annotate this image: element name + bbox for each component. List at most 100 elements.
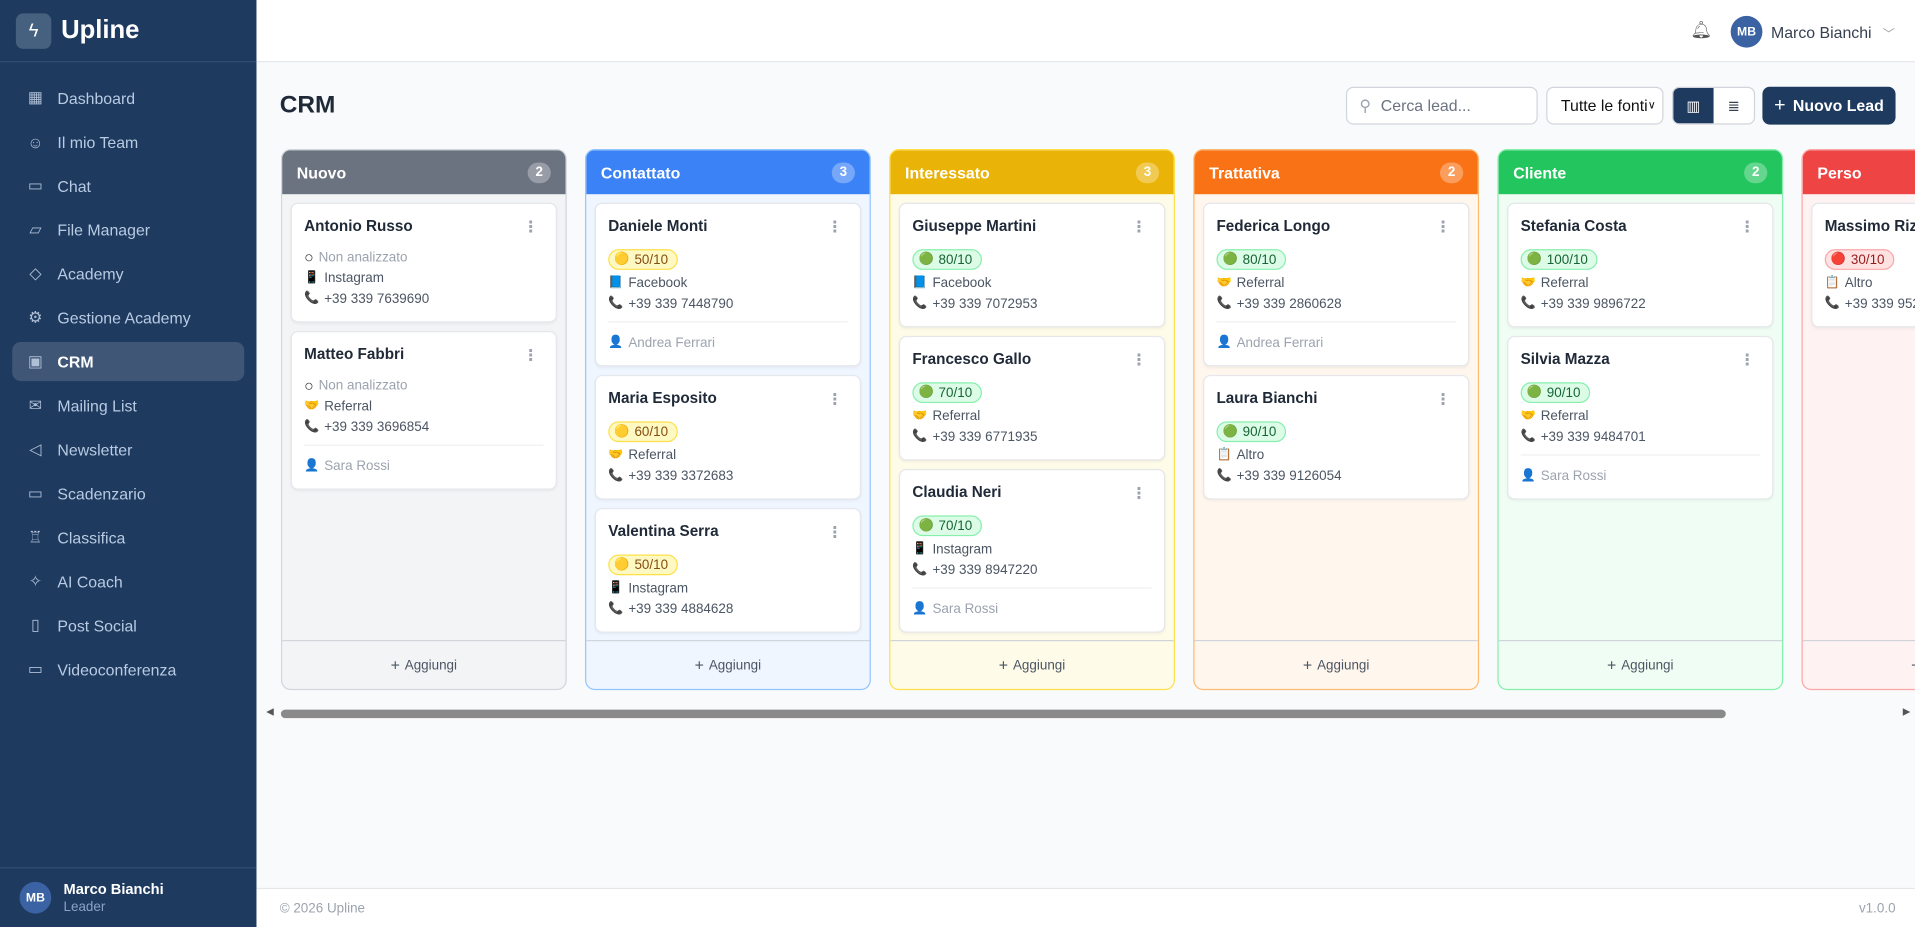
sidebar-item-label: Post Social (57, 616, 137, 635)
more-vertical-icon[interactable]: ⋮ (826, 389, 843, 408)
more-vertical-icon[interactable]: ⋮ (1435, 389, 1451, 408)
sidebar-item-post-social[interactable]: ▯ Post Social (12, 606, 244, 645)
more-vertical-icon[interactable]: ⋮ (826, 522, 843, 542)
phone-text: +39 339 7448790 (628, 296, 734, 311)
phone-text: +39 339 2860628 (1236, 296, 1342, 311)
more-vertical-icon[interactable]: ⋮ (1739, 217, 1756, 236)
source-filter-select[interactable]: Tutte le fonti ∨ (1546, 86, 1664, 125)
lead-phone: 📞 +39 339 9896722 (1521, 293, 1760, 314)
horizontal-scrollbar[interactable]: ◀ ▶ (264, 706, 1915, 721)
phone-icon: 📞 (608, 296, 624, 311)
lead-phone: 📞 +39 339 4884628 (608, 598, 847, 619)
sidebar-item-videoconferenza[interactable]: ▭ Videoconferenza (12, 650, 244, 689)
lead-card[interactable]: Maria Esposito ⋮ 🟡 60/10 🤝 Referral 📞 +39 3… (594, 374, 862, 500)
sidebar-item-academy[interactable]: ◇ Academy (12, 254, 244, 293)
more-vertical-icon[interactable]: ⋮ (1130, 350, 1147, 369)
more-vertical-icon[interactable]: ⋮ (522, 345, 539, 364)
lead-phone: 📞 +39 339 6771935 (912, 426, 1151, 447)
lead-card[interactable]: Daniele Monti ⋮ 🟡 50/10 📘 Facebook 📞 +39 33… (594, 202, 862, 367)
add-label: Aggiungi (708, 657, 762, 673)
add-lead-button[interactable]: +Aggiungi (586, 639, 870, 689)
sidebar-item-mailing-list[interactable]: ✉ Mailing List (12, 386, 244, 425)
green-circle-icon: 🟢 (1222, 425, 1238, 439)
lead-phone: 📞 +39 339 7639690 (304, 288, 543, 309)
lead-name: Stefania Costa (1520, 217, 1627, 235)
source-text: Referral (628, 447, 677, 463)
user-role: Leader (63, 900, 106, 915)
instagram-icon: 📱 (608, 581, 624, 595)
lead-card[interactable]: Federica Longo ⋮ 🟢 80/10 🤝 Referral 📞 +39 3… (1203, 202, 1470, 367)
sidebar-item-dashboard[interactable]: ▦ Dashboard (12, 78, 244, 117)
sidebar-item-crm[interactable]: ▣ CRM (12, 341, 245, 382)
lead-name: Maria Esposito (608, 389, 717, 407)
sidebar-item-newsletter[interactable]: ◁ Newsletter (12, 430, 244, 469)
sidebar-item-il-mio-team[interactable]: ☺ Il mio Team (12, 122, 244, 161)
add-lead-button[interactable]: +Aggiungi (890, 639, 1174, 689)
add-lead-button[interactable]: +Aggiungi (282, 639, 566, 689)
bell-icon[interactable]: 🔔︎ (1690, 19, 1713, 40)
copyright: © 2026 Upline (279, 900, 366, 916)
more-vertical-icon[interactable]: ⋮ (1130, 483, 1147, 502)
kanban-view-button[interactable]: ▥ (1673, 87, 1714, 124)
list-view-button[interactable]: ≣ (1714, 88, 1754, 123)
scroll-left-icon[interactable]: ◀ (266, 705, 274, 717)
red-circle-icon: 🔴 (1830, 252, 1847, 267)
column-header: Contattato 3 (586, 150, 870, 195)
lead-card[interactable]: Claudia Neri ⋮ 🟢 70/10 📱 Instagram 📞 +39 33… (898, 469, 1166, 633)
lead-card[interactable]: Stefania Costa ⋮ 🟢 100/10 🤝 Referral 📞 +39 … (1507, 202, 1774, 328)
score-text: 70/10 (938, 518, 973, 534)
plus-icon: + (998, 655, 1009, 675)
more-vertical-icon[interactable]: ⋮ (1130, 217, 1147, 236)
users-icon: ☺ (27, 132, 44, 151)
add-lead-button[interactable]: +Aggiungi (1802, 639, 1915, 689)
more-vertical-icon[interactable]: ⋮ (826, 217, 843, 236)
sidebar-item-gestione-academy[interactable]: ⚙ Gestione Academy (12, 298, 244, 337)
source-text: Facebook (628, 275, 688, 291)
lead-source: 🤝 Referral (1521, 272, 1760, 293)
search-input[interactable] (1380, 96, 1528, 115)
user-name: Marco Bianchi (1770, 22, 1872, 41)
lead-card[interactable]: Valentina Serra ⋮ 🟡 50/10 📱 Instagram 📞 +39… (594, 508, 862, 633)
sidebar-item-scadenzario[interactable]: ▭ Scadenzario (12, 474, 244, 513)
sidebar-user[interactable]: MB Marco Bianchi Leader (0, 867, 257, 927)
lead-assignee: 👤 Sara Rossi (304, 456, 543, 477)
add-lead-button[interactable]: +Aggiungi (1498, 639, 1782, 689)
logo[interactable]: ϟ Upline (0, 0, 257, 63)
more-vertical-icon[interactable]: ⋮ (1739, 350, 1756, 369)
source-text: Instagram (932, 541, 993, 557)
more-vertical-icon[interactable]: ⋮ (522, 217, 539, 236)
more-vertical-icon[interactable]: ⋮ (1435, 217, 1451, 236)
scrollbar-thumb[interactable] (280, 709, 1726, 719)
lead-card[interactable]: Matteo Fabbri ⋮ ○ Non analizzato 🤝 Referra… (290, 330, 557, 490)
kanban-column-nuovo: Nuovo 2 Antonio Russo ⋮ ○ Non analizzato 📱… (280, 149, 567, 691)
phone-text: +39 339 3372683 (628, 468, 734, 484)
phone-text: +39 339 4884628 (628, 601, 734, 617)
add-lead-button[interactable]: +Aggiungi (1194, 639, 1478, 689)
new-lead-button[interactable]: + Nuovo Lead (1762, 86, 1896, 125)
search-box[interactable]: ⚲ (1345, 86, 1538, 125)
column-header: Trattativa 2 (1194, 150, 1478, 195)
sidebar-item-file-manager[interactable]: ▱ File Manager (12, 210, 244, 249)
user-name: Marco Bianchi (63, 880, 164, 898)
phone-text: +39 339 9126054 (1236, 468, 1342, 484)
phone-icon: 📞 (304, 420, 320, 434)
lead-card[interactable]: Massimo Rizzo ⋮ 🔴30/10 📋Altro 📞+39 339 9… (1811, 202, 1915, 328)
empty-circle-icon: ○ (304, 376, 314, 395)
lead-name: Federica Longo (1216, 217, 1331, 235)
scroll-right-icon[interactable]: ▶ (1902, 705, 1911, 717)
lead-card[interactable]: Laura Bianchi ⋮ 🟢 90/10 📋 Altro 📞 +39 339 9… (1203, 374, 1470, 500)
divider (304, 444, 544, 446)
sidebar-item-classifica[interactable]: ♖ Classifica (12, 518, 244, 557)
sidebar-item-ai-coach[interactable]: ✧ AI Coach (12, 562, 244, 601)
sidebar-item-label: Newsletter (57, 440, 133, 459)
score-badge: 🟢 70/10 (912, 382, 982, 404)
app-name: Upline (61, 15, 140, 44)
lead-card[interactable]: Antonio Russo ⋮ ○ Non analizzato 📱 Instagr… (290, 202, 557, 323)
lead-card[interactable]: Silvia Mazza ⋮ 🟢 90/10 🤝 Referral 📞 +39 339… (1507, 335, 1774, 500)
user-menu[interactable]: MB Marco Bianchi ﹀ (1730, 15, 1895, 48)
sidebar-item-chat[interactable]: ▭ Chat (12, 166, 244, 205)
score-badge: 🟢 90/10 (1520, 382, 1591, 404)
column-header: Perso (1802, 150, 1915, 195)
lead-card[interactable]: Giuseppe Martini ⋮ 🟢 80/10 📘 Facebook 📞 +39… (898, 202, 1166, 328)
lead-card[interactable]: Francesco Gallo ⋮ 🟢 70/10 🤝 Referral 📞 +39 … (898, 335, 1166, 461)
